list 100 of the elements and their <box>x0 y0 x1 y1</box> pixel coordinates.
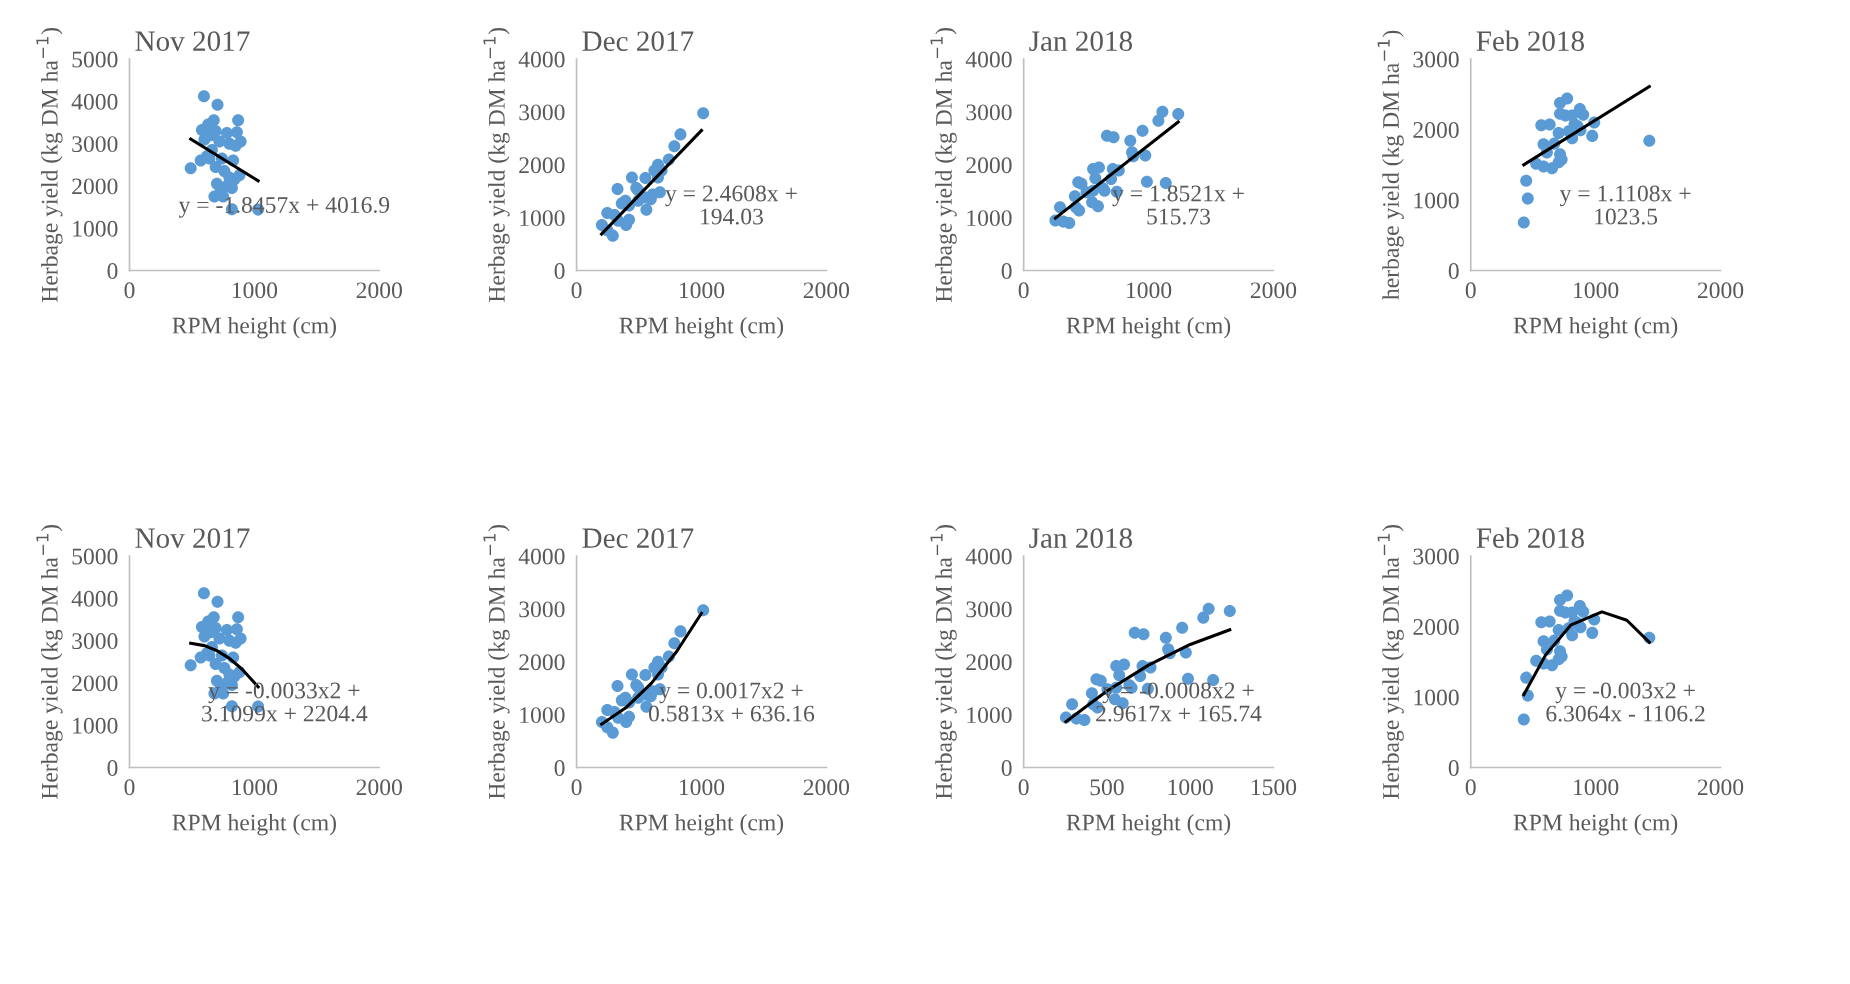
x-axis-title: RPM height (cm) <box>619 316 784 339</box>
y-tick-label: 3000 <box>1413 51 1459 68</box>
y-tick-label: 3000 <box>519 601 565 618</box>
y-tick-label: 0 <box>107 263 118 279</box>
point <box>674 625 687 638</box>
point <box>1517 713 1530 726</box>
chart-title: Jan 2018 <box>1029 31 1133 51</box>
y-axis-title: Herbage yield (kg DM ha$^{−1}$) <box>36 525 63 799</box>
y-tick-label: 5000 <box>72 51 118 68</box>
y-tick-label: 3000 <box>72 633 118 650</box>
point <box>611 183 624 196</box>
y-axis-title: Herbage yield (kg DM ha$^{−1}$) <box>36 28 63 302</box>
chart-title: Jan 2018 <box>1029 528 1133 548</box>
point <box>1520 671 1533 684</box>
point <box>1091 200 1104 213</box>
y-tick-label: 0 <box>1448 760 1459 776</box>
y-tick-label: 1000 <box>73 717 118 734</box>
x-tick-label: 2000 <box>356 282 402 299</box>
point <box>668 637 681 650</box>
y-axis-title: Herbage yield (kg DM ha$^{−1}$) <box>930 525 957 799</box>
point <box>232 611 245 624</box>
point <box>1552 127 1565 140</box>
y-tick-label: 2000 <box>966 157 1012 174</box>
y-tick-label: 1000 <box>967 210 1012 227</box>
y-tick-label: 3000 <box>966 601 1012 618</box>
point <box>1172 108 1185 121</box>
point <box>1078 713 1091 726</box>
y-tick-label: 1000 <box>967 707 1012 724</box>
y-tick-label: 0 <box>1448 263 1459 279</box>
point <box>1140 175 1153 188</box>
y-tick-label: 3000 <box>1413 548 1459 565</box>
x-tick-label: 0 <box>1465 282 1476 299</box>
point <box>232 114 245 127</box>
point <box>1085 687 1098 700</box>
chart-title: Dec 2017 <box>582 31 694 51</box>
point <box>639 171 652 185</box>
annotation: y = -0.003x2 + 6.3064x - 1106.2 <box>1546 682 1705 722</box>
y-tick-label: 4000 <box>965 51 1012 68</box>
x-axis-title: RPM height (cm) <box>1513 316 1678 339</box>
x-tick-label: 2000 <box>1697 779 1744 796</box>
point <box>220 624 233 637</box>
x-axis-title: RPM height (cm) <box>172 316 336 339</box>
x-tick-label: 1000 <box>679 779 725 796</box>
point <box>1586 129 1599 142</box>
y-tick-label: 2000 <box>72 675 118 692</box>
point <box>611 680 624 693</box>
chart-title: Feb 2018 <box>1476 30 1584 51</box>
point <box>197 587 210 600</box>
point <box>625 668 638 681</box>
annotation: y = -1.8457x + 4016.9 <box>178 196 390 218</box>
point <box>1073 204 1086 217</box>
y-tick-label: 0 <box>1001 760 1012 776</box>
point <box>1152 114 1165 127</box>
y-tick-label: 1000 <box>520 707 565 724</box>
y-tick-label: 2000 <box>1413 619 1459 635</box>
point <box>220 127 233 140</box>
y-tick-label: 0 <box>107 760 118 776</box>
point <box>1223 605 1236 618</box>
point <box>1521 192 1534 205</box>
x-tick-label: 1000 <box>232 282 278 299</box>
point <box>639 668 652 682</box>
x-tick-label: 1000 <box>232 779 278 796</box>
point <box>1577 605 1590 618</box>
y-tick-label: 4000 <box>71 93 118 110</box>
x-tick-label: 2000 <box>803 779 850 796</box>
annotation: y = 1.1108x + 1023.5 <box>1559 185 1691 225</box>
point <box>1176 621 1189 634</box>
point <box>184 162 197 175</box>
point <box>668 140 681 153</box>
x-axis-title: RPM height (cm) <box>1066 813 1231 836</box>
x-tick-label: 500 <box>1090 779 1124 796</box>
point <box>1643 134 1656 147</box>
point <box>674 128 687 141</box>
chart-title: Nov 2017 <box>135 528 250 548</box>
x-tick-label: 0 <box>124 779 135 796</box>
y-tick-label: 1000 <box>73 220 118 237</box>
point <box>1566 629 1579 642</box>
x-tick-label: 0 <box>1018 779 1029 796</box>
y-tick-label: 1000 <box>1414 192 1459 209</box>
point <box>1136 124 1149 137</box>
x-tick-label: 0 <box>571 779 582 796</box>
y-tick-label: 3000 <box>72 136 118 153</box>
x-tick-label: 2000 <box>1697 282 1744 299</box>
point <box>606 726 619 739</box>
y-tick-label: 1000 <box>520 210 565 227</box>
point <box>234 632 247 645</box>
x-tick-label: 0 <box>571 282 582 299</box>
y-axis-title: herbage yield (kg DM ha$^{−1}$) <box>1377 30 1404 300</box>
point <box>1520 174 1533 187</box>
x-tick-label: 0 <box>1018 282 1029 299</box>
point <box>1124 134 1137 147</box>
y-tick-label: 4000 <box>965 548 1012 565</box>
y-tick-label: 5000 <box>72 548 118 565</box>
y-tick-label: 2000 <box>519 654 565 671</box>
chart-title: Feb 2018 <box>1476 527 1584 548</box>
point <box>211 98 224 111</box>
y-axis-title: Herbage yield (kg DM ha$^{−1}$) <box>930 28 957 302</box>
x-tick-label: 1000 <box>1168 779 1213 796</box>
y-tick-label: 4000 <box>71 590 118 607</box>
x-tick-label: 1000 <box>1574 779 1619 796</box>
